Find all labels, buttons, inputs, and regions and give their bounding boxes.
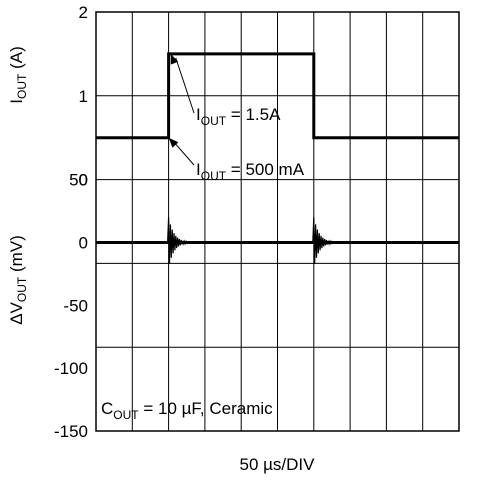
bottom-y-tick-label: -100 <box>54 359 88 378</box>
x-axis-title: 50 µs/DIV <box>240 455 316 474</box>
annotation-arrow-head <box>168 137 179 148</box>
annotation-cout: COUT = 10 µF, Ceramic <box>101 399 273 422</box>
voltage-transient <box>312 217 337 264</box>
bottom-y-tick-label: -50 <box>63 296 88 315</box>
annotation-arrow-line <box>175 57 195 114</box>
grid-lines <box>96 12 459 431</box>
top-y-tick-label: 0 <box>79 171 88 190</box>
top-y-tick-label: 1 <box>79 87 88 106</box>
annotation-iout-low: IOUT = 500 mA <box>196 160 305 183</box>
voltage-transient <box>167 217 192 264</box>
annotations <box>168 53 195 166</box>
traces <box>96 52 459 264</box>
top-y-axis-title: IOUT (A) <box>7 46 29 103</box>
bottom-y-axis-title: ΔVOUT (mV) <box>7 235 29 325</box>
plot-border <box>95 11 460 432</box>
current-trace <box>96 52 459 140</box>
bottom-y-tick-label: 0 <box>79 233 88 252</box>
bottom-y-tick-label: 50 <box>69 171 88 190</box>
annotation-arrow-head <box>170 53 179 65</box>
annotation-arrow-line <box>173 141 195 166</box>
annotation-iout-high: IOUT = 1.5A <box>196 105 281 128</box>
bottom-y-tick-label: -150 <box>54 422 88 441</box>
plot-frame <box>95 11 460 432</box>
top-y-tick-label: 2 <box>79 3 88 22</box>
